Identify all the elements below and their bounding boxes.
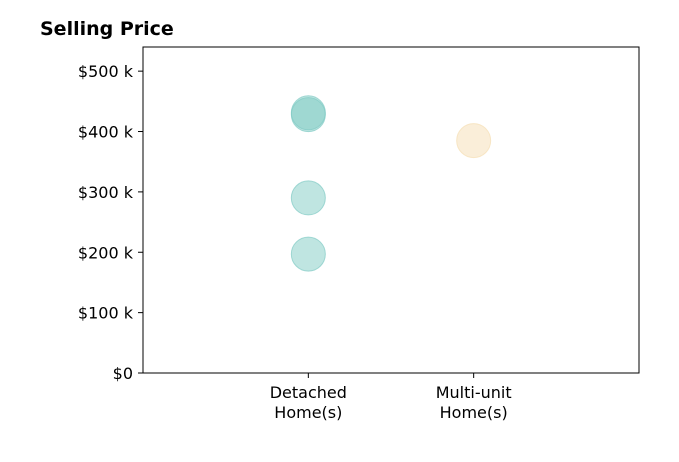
plot-frame (142, 46, 640, 374)
y-tick-label: $500 k (78, 62, 134, 81)
y-tick-label: $0 (113, 364, 133, 383)
y-axis: $0 $100 k $200 k $300 k $400 k $500 k (78, 62, 143, 383)
data-point (290, 236, 326, 272)
y-tick-label: $200 k (78, 243, 134, 262)
x-tick-label: Multi-unit Home(s) (436, 383, 512, 422)
data-point (290, 95, 326, 131)
scatter-points (290, 95, 492, 272)
chart-title: Selling Price (40, 18, 174, 40)
x-axis: Detached Home(s) Multi-unit Home(s) (270, 373, 512, 422)
data-point (456, 123, 492, 159)
y-tick-label: $100 k (78, 304, 134, 323)
y-tick-label: $400 k (78, 123, 134, 142)
y-tick-label: $300 k (78, 183, 134, 202)
x-tick-label: Detached Home(s) (270, 383, 347, 422)
data-point (290, 180, 326, 216)
